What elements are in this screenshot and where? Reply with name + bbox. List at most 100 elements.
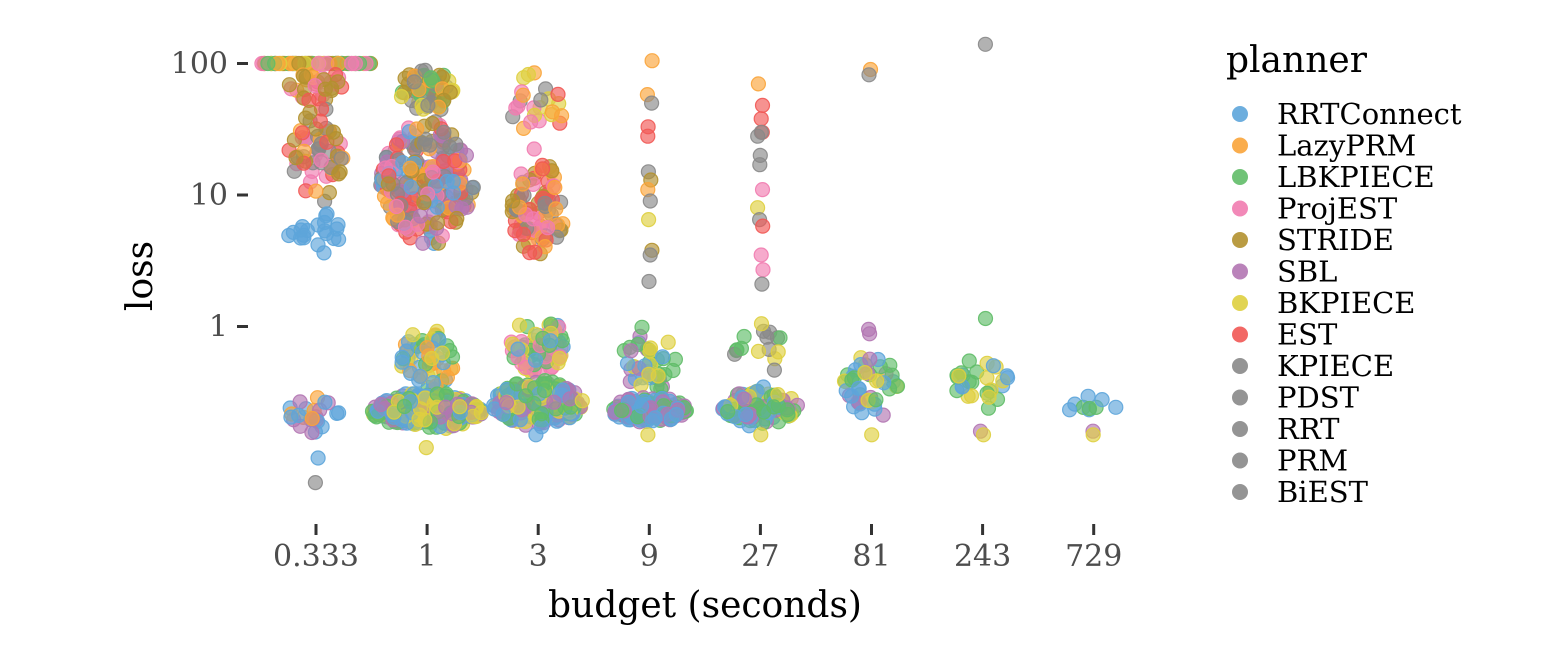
data-point (665, 362, 681, 379)
data-point (752, 157, 768, 173)
data-point (1081, 400, 1098, 417)
data-point (448, 198, 464, 214)
data-point (619, 355, 636, 372)
x-tick-label: 81 (852, 539, 890, 574)
data-point (373, 396, 389, 413)
legend-label: STRIDE (1277, 223, 1394, 257)
x-tick-label: 0.333 (273, 539, 359, 574)
data-point (644, 53, 660, 69)
data-point (951, 368, 967, 384)
data-point (526, 141, 542, 157)
data-point (310, 237, 326, 253)
data-point (1061, 402, 1078, 418)
data-point (344, 55, 360, 72)
data-point (331, 405, 347, 421)
data-point (750, 76, 767, 92)
data-point (321, 185, 337, 201)
data-point (539, 220, 556, 236)
data-point (310, 450, 326, 466)
data-point (546, 394, 562, 410)
data-point (640, 212, 657, 228)
legend-label: KPIECE (1277, 349, 1394, 383)
data-point (304, 410, 320, 427)
data-point (979, 370, 995, 386)
x-tick-label: 27 (741, 539, 779, 574)
data-point (753, 316, 770, 332)
data-point (753, 427, 769, 443)
legend-key (1232, 421, 1248, 437)
data-point (668, 407, 684, 423)
data-point (281, 77, 297, 93)
data-point (864, 427, 880, 443)
data-point (550, 86, 566, 103)
data-point (260, 55, 276, 72)
legend-title: planner (1226, 40, 1368, 81)
legend-key (1232, 295, 1248, 311)
data-point (756, 404, 772, 420)
data-point (295, 68, 312, 84)
data-point (317, 394, 333, 410)
data-point (1108, 399, 1124, 415)
data-point (515, 87, 531, 103)
data-point (405, 327, 421, 343)
data-point (458, 147, 474, 163)
x-tick-label: 9 (640, 539, 659, 574)
data-point (313, 152, 329, 168)
x-tick-label: 1 (418, 539, 437, 574)
data-point (642, 193, 658, 209)
data-point (526, 395, 542, 412)
y-tick-label: 1 (209, 310, 228, 345)
data-point (634, 319, 650, 335)
data-point (527, 352, 544, 368)
legend-key (1232, 389, 1248, 406)
data-point (548, 201, 564, 217)
data-point (515, 176, 531, 192)
data-point (770, 344, 786, 360)
data-point (439, 369, 455, 385)
data-point (425, 164, 441, 180)
data-point (292, 394, 308, 410)
data-point (961, 353, 977, 369)
y-axis-title: loss (120, 241, 161, 311)
data-point (534, 161, 551, 177)
data-point (850, 380, 867, 396)
data-point (857, 365, 873, 381)
x-tick-label: 243 (954, 539, 1011, 574)
data-point (330, 217, 346, 233)
data-point (281, 227, 297, 244)
data-point (551, 350, 568, 366)
data-point (574, 393, 590, 409)
data-point (508, 100, 524, 116)
data-point (963, 388, 980, 404)
legend-key (1232, 200, 1248, 217)
data-point (498, 395, 514, 411)
data-point (388, 137, 405, 153)
data-point (1094, 392, 1110, 408)
data-point (439, 173, 455, 190)
data-point (647, 410, 663, 426)
data-point (438, 399, 454, 415)
data-point (1085, 427, 1101, 443)
legend-label: BiEST (1277, 475, 1369, 509)
data-point (416, 194, 432, 211)
data-point (889, 378, 906, 394)
legend-key (1232, 169, 1248, 185)
legend: planner RRTConnectLazyPRMLBKPIECEProjEST… (1226, 40, 1462, 509)
data-point (975, 427, 992, 443)
data-point (720, 404, 736, 420)
data-point (418, 440, 434, 456)
data-point (380, 176, 396, 192)
data-point (643, 95, 660, 111)
legend-label: BKPIECE (1277, 286, 1415, 320)
x-tick-label: 3 (529, 539, 548, 574)
y-tick-label: 100 (171, 47, 228, 82)
data-point (547, 179, 563, 196)
data-point (562, 391, 578, 407)
data-point (523, 114, 539, 130)
data-point (536, 382, 553, 399)
data-point (654, 349, 671, 365)
legend-key (1232, 326, 1248, 343)
data-point (393, 88, 410, 105)
data-point (755, 218, 771, 234)
